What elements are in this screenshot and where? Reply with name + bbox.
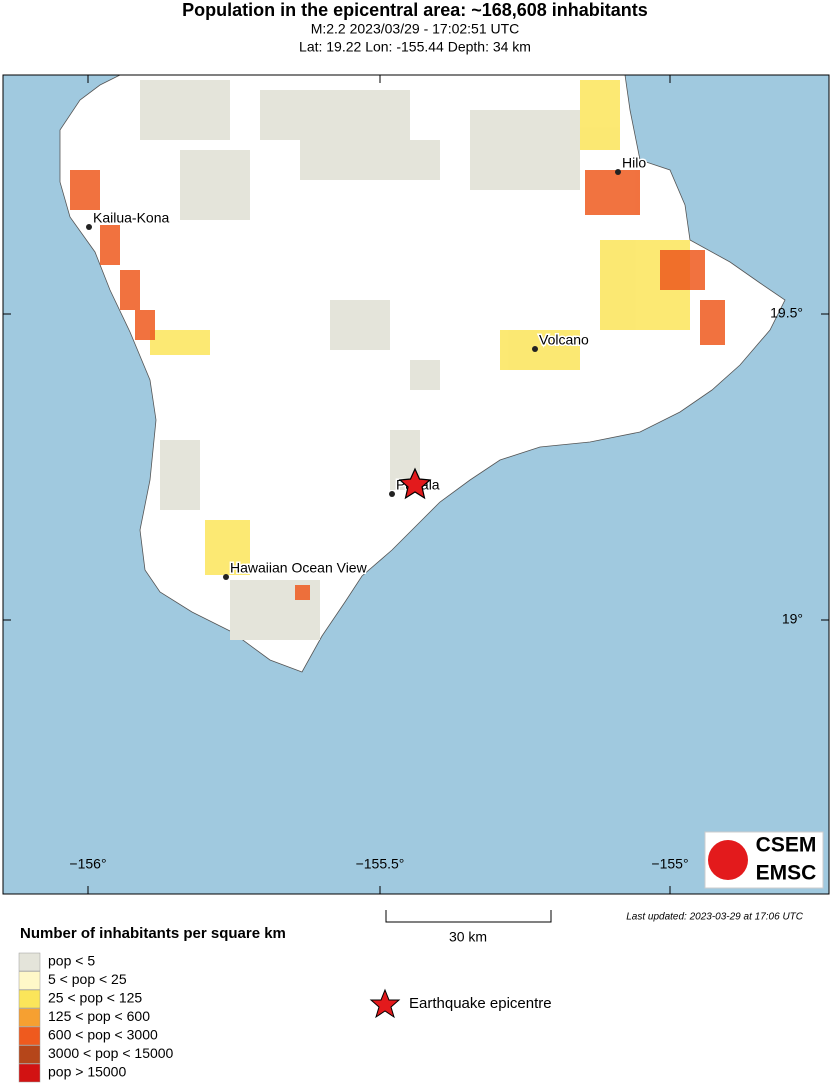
- legend-label: 600 < pop < 3000: [48, 1027, 158, 1043]
- legend-swatch: [18, 1026, 41, 1046]
- map: Kailua-KonaHiloVolcanoPahalaHawaiian Oce…: [2, 74, 830, 895]
- place-dot: [615, 169, 621, 175]
- legend-title: Number of inhabitants per square km: [20, 925, 286, 942]
- place-label: Kailua-Kona: [93, 210, 169, 226]
- legend-label: 125 < pop < 600: [48, 1008, 150, 1024]
- map-frame: [2, 74, 830, 895]
- logo-text: EMSC: [756, 862, 817, 885]
- place-label: Hawaiian Ocean View: [230, 560, 368, 576]
- legend-label: pop < 5: [48, 953, 95, 969]
- sparse-areas: [140, 80, 580, 640]
- y-tick-label: 19.5°: [770, 305, 803, 321]
- legend-swatch: [18, 952, 41, 972]
- legend-label: 5 < pop < 25: [48, 971, 127, 987]
- place-label: Hilo: [622, 155, 646, 171]
- scale-label: 30 km: [449, 929, 487, 945]
- scale-bar: [385, 910, 552, 923]
- legend-swatch: [18, 971, 41, 990]
- place-dot: [389, 491, 395, 497]
- logo-text: CSEM: [756, 834, 817, 857]
- x-tick-label: −155°: [651, 856, 688, 872]
- legend-star: [369, 988, 401, 1019]
- legend-swatch: [18, 1008, 41, 1027]
- legend-swatch: [18, 1063, 41, 1083]
- x-tick-label: −156°: [69, 856, 106, 872]
- ticks: −156° −155.5° −155° 19.5° 19°: [3, 75, 829, 894]
- place-label: Volcano: [539, 332, 589, 348]
- logo: CSEM EMSC: [704, 831, 824, 889]
- legend: pop < 5 5 < pop < 25 25 < pop < 125 125 < p…: [18, 952, 174, 1083]
- epicentre-star: [398, 467, 432, 500]
- place-dot: [223, 574, 229, 580]
- legend-label: 25 < pop < 125: [48, 990, 142, 1006]
- legend-label: Earthquake epicentre: [409, 995, 552, 1012]
- dense-areas: [70, 170, 725, 600]
- last-updated: Last updated: 2023-03-29 at 17:06 UTC: [626, 912, 804, 923]
- place-dot: [86, 224, 92, 230]
- legend-swatch: [18, 989, 41, 1009]
- subtitle: Lat: 19.22 Lon: -155.44 Depth: 34 km: [299, 39, 531, 55]
- x-tick-label: −155.5°: [356, 856, 405, 872]
- legend-swatch: [18, 1045, 41, 1064]
- title: Population in the epicentral area: ~168,…: [182, 0, 648, 20]
- y-tick-label: 19°: [782, 611, 803, 627]
- place-dot: [532, 346, 538, 352]
- legend-label: 3000 < pop < 15000: [48, 1045, 174, 1061]
- subtitle: M:2.2 2023/03/29 - 17:02:51 UTC: [311, 21, 520, 37]
- legend-label: pop > 15000: [48, 1064, 126, 1080]
